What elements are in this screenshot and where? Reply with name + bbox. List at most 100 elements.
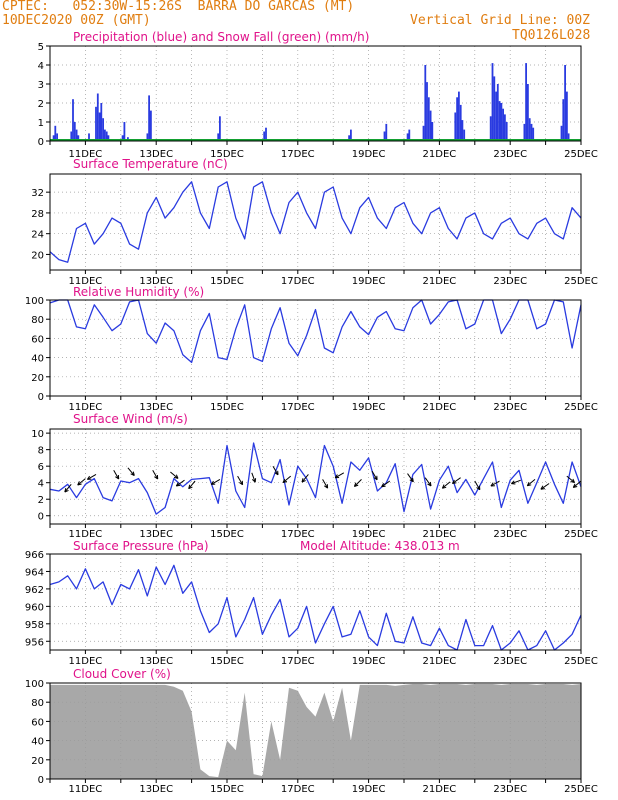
y-tick-label: 4 [38,61,44,72]
wind-arrow [334,472,345,479]
wind-arrow [170,471,179,479]
precip-bar [148,95,150,141]
wind-arrow-shaft [334,472,345,479]
panel-wind: Surface Wind (m/s) 0 2 4 6 8 10 11DEC 13DEC 15DEC… [31,412,598,540]
wind-arrow-shaft [511,479,521,485]
wind-arrow-head [572,478,575,483]
wind-arrow-shaft [87,473,97,480]
y-tick-label: 60 [31,717,44,728]
wind-arrow-shaft [424,477,432,487]
panel-title: Precipitation (blue) and Snow Fall (gree… [73,30,369,44]
x-tick-label: 25DEC [564,656,598,667]
x-tick-label: 19DEC [352,529,386,540]
wind-arrow-head [442,486,447,489]
wind-arrow [272,465,279,476]
wind-arrow [451,477,461,484]
wind-arrow-shaft [322,479,329,489]
panel-title: Cloud Cover (%) [73,667,171,681]
wind-arrow-shaft [540,483,550,490]
pres-line [49,564,582,651]
precip-bar [496,84,499,141]
panel-precip: Precipitation (blue) and Snow Fall (gree… [38,30,598,160]
wind-arrow-shaft [176,479,185,487]
wind-arrow-shaft [170,471,179,479]
precip-bar [408,129,411,141]
wind-arrow-head [86,475,91,480]
precip-bar [217,133,220,141]
x-tick-label: 11DEC [69,784,103,795]
precip-bar [523,123,526,141]
panel-frame [49,45,582,142]
wind-arrow [381,480,391,488]
wind-arrow [353,479,362,487]
panel-frame [49,299,582,397]
precip-bar [77,135,80,141]
precip-bar [491,63,494,141]
precip-bar [527,84,529,141]
precip-bar [429,110,432,141]
x-tick-label: 25DEC [564,529,598,540]
wind-arrow [77,478,86,486]
precip-bar [562,99,565,141]
wind-arrow-shaft [301,474,309,483]
y-tick-label: 4 [38,479,44,490]
y-tick-label: 32 [31,188,44,199]
wind-arrow-head [334,474,338,479]
y-tick-label: 0 [38,512,44,523]
wind-arrow-shaft [474,480,481,490]
x-tick-label: 15DEC [210,402,244,413]
wind-arrow [127,467,135,476]
precip-bar [463,129,466,141]
precip-bar [504,114,506,141]
precip-bar [98,112,101,141]
y-tick-label: 3 [38,80,44,91]
precip-bar [385,123,388,141]
x-tick-label: 15DEC [210,784,244,795]
x-tick-label: 19DEC [352,784,386,795]
panel-frame [49,553,582,651]
y-tick-label: 962 [25,585,44,596]
wind-arrow-shaft [452,477,461,484]
wind-arrow-shaft [566,475,575,483]
wind-arrow-head [188,486,193,490]
wind-arrow-head [527,484,532,487]
x-tick-label: 23DEC [493,656,527,667]
wind-arrow-head [572,483,576,488]
y-tick-label: 20 [31,756,44,767]
precip-bar [105,131,108,141]
precip-bar [263,131,266,141]
wind-arrow-head [573,486,578,488]
wind-arrow [251,472,257,483]
y-tick-label: 20 [31,373,44,384]
wind-arrow-head [175,474,179,479]
wind-arrow-head [188,484,191,489]
x-tick-label: 23DEC [493,784,527,795]
precip-bar [566,91,568,141]
precip-bar [456,97,458,141]
wind-arrow [64,483,72,493]
panel-temp: Surface Temperature (nC) 20 24 28 32 11DEC 13D… [31,157,598,287]
wind-arrow [490,480,500,487]
wind-arrow [526,479,536,487]
y-tick-label: 2 [38,99,44,110]
x-tick-label: 15DEC [210,276,244,287]
precip-bar [219,116,221,141]
wind-arrow [282,475,292,483]
header-date: 10DEC2020 00Z (GMT) [2,13,151,28]
wind-arrow-head [77,483,82,486]
wind-arrow-head [251,479,256,483]
wind-arrow-head [175,482,179,487]
temp-line [49,181,582,263]
wind-arrow-shaft [77,478,86,486]
wind-arrow-shaft [237,475,244,485]
wind-arrow [113,470,120,480]
precip-bar [75,129,78,141]
x-tick-label: 23DEC [493,276,527,287]
x-tick-label: 17DEC [281,784,315,795]
x-tick-label: 17DEC [281,402,315,413]
wind-arrow-head [239,482,243,486]
wind-arrow-head [154,476,158,480]
wind-arrow-shaft [113,470,120,480]
precip-bar [564,65,566,141]
precip-bar [500,103,503,141]
